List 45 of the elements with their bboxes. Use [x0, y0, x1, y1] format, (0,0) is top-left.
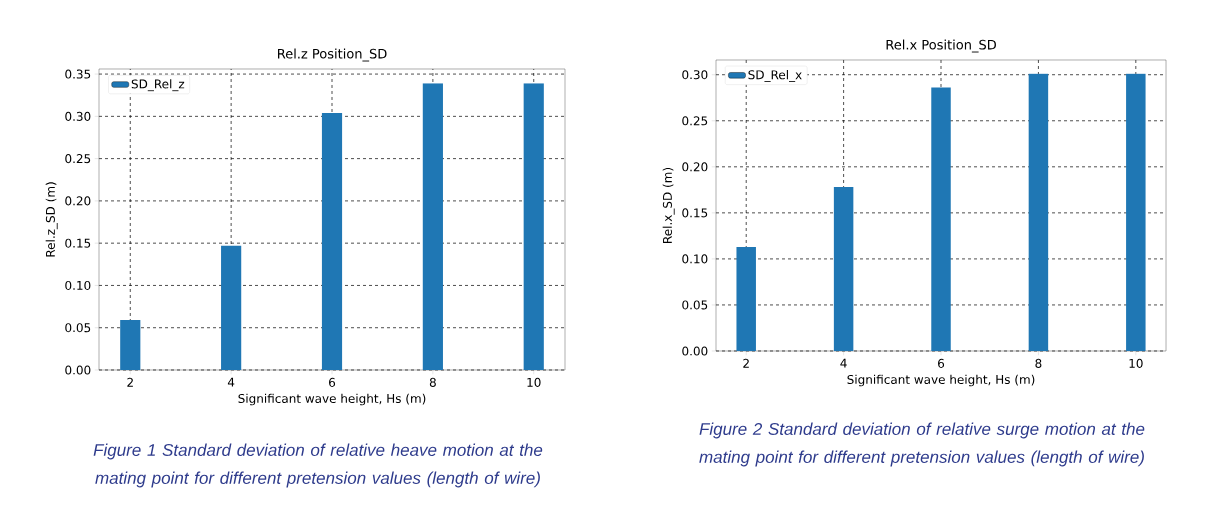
y-tick-label: 0.10 — [682, 254, 708, 264]
y-tick-label: 0.25 — [682, 116, 708, 126]
y-tick-label: 0.00 — [682, 346, 708, 356]
legend-label: SD_Rel_z — [131, 79, 185, 92]
legend-label: SD_Rel_x — [748, 70, 802, 82]
bar — [321, 112, 343, 370]
y-tick-label: 0.15 — [65, 238, 91, 248]
y-tick-label: 0.20 — [682, 162, 708, 172]
y-tick-label: 0.35 — [65, 69, 91, 79]
x-tick-label: 2 — [743, 358, 749, 368]
bar — [1126, 73, 1146, 351]
bar — [422, 83, 443, 370]
bar — [833, 187, 854, 351]
y-axis-title: Rel.z_SD (m) — [45, 182, 58, 257]
x-tick-label: 4 — [227, 377, 235, 387]
y-tick-label: 0.00 — [65, 365, 91, 375]
x-tick-label: 2 — [127, 377, 133, 387]
bar — [221, 245, 242, 370]
caption: Figure 2 Standard deviation of relative surge motion at the mating point for different pretension values (length of wire) — [699, 422, 1145, 467]
x-axis-title: Significant wave height, Hs (m) — [847, 374, 1035, 387]
chart-title: Rel.z Position_SD — [278, 48, 387, 62]
bar — [931, 87, 951, 351]
x-tick-label: 8 — [429, 377, 436, 387]
x-axis-title: Significant wave height, Hs (m) — [238, 393, 426, 406]
x-tick-label: 10 — [1129, 358, 1143, 368]
y-tick-label: 0.20 — [65, 196, 91, 206]
x-tick-label: 6 — [938, 358, 945, 368]
bar — [736, 246, 756, 351]
x-tick-label: 10 — [527, 377, 541, 387]
y-tick-label: 0.30 — [65, 111, 91, 121]
y-tick-label: 0.05 — [682, 300, 708, 310]
chart-title: Rel.x Position_SD — [886, 39, 996, 53]
y-tick-label: 0.15 — [682, 208, 708, 218]
x-tick-label: 6 — [329, 377, 336, 387]
x-tick-label: 4 — [840, 358, 847, 368]
bar — [523, 83, 544, 370]
caption: Figure 1 Standard deviation of relative heave motion at the mating point for different pretension values (length of wire) — [93, 443, 543, 488]
bar — [120, 320, 141, 370]
y-tick-label: 0.05 — [65, 323, 91, 333]
bar — [1028, 73, 1049, 351]
x-tick-label: 8 — [1035, 358, 1042, 368]
y-tick-label: 0.30 — [682, 70, 708, 80]
y-tick-label: 0.25 — [65, 154, 91, 164]
y-axis-title: Rel.x_SD (m) — [662, 167, 675, 243]
y-tick-label: 0.10 — [65, 280, 91, 290]
